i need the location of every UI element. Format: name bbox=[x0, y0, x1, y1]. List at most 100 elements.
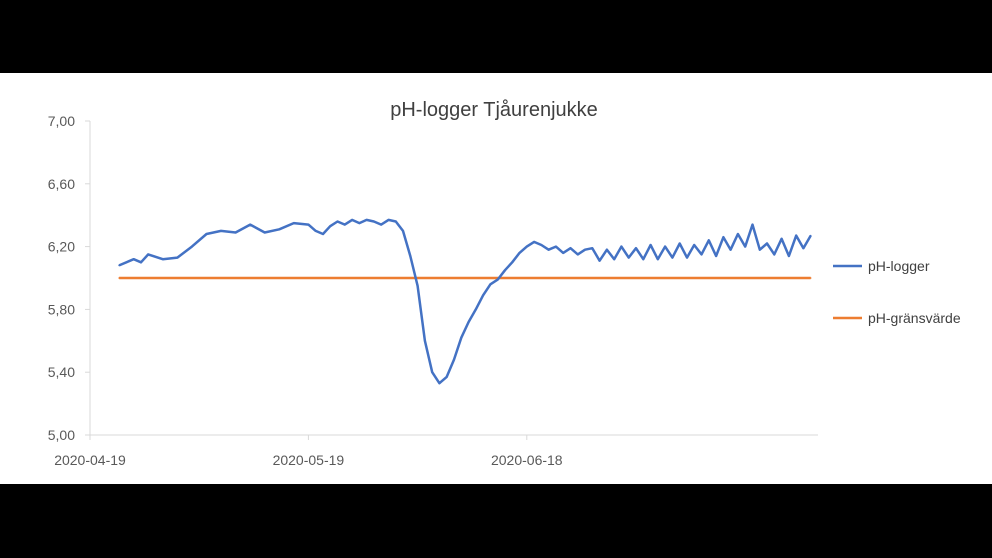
data-point bbox=[482, 294, 484, 297]
data-point bbox=[220, 230, 222, 232]
legend-label-ph-gr-nsv-rde: pH-gränsvärde bbox=[868, 310, 961, 326]
data-point bbox=[504, 269, 506, 271]
data-point bbox=[467, 321, 470, 323]
y-tick-label: 5,40 bbox=[48, 364, 75, 380]
data-point bbox=[409, 255, 412, 257]
data-point bbox=[700, 253, 703, 256]
data-point bbox=[118, 264, 120, 267]
data-point bbox=[751, 223, 754, 226]
data-point bbox=[686, 256, 688, 259]
data-point bbox=[140, 261, 142, 264]
x-tick-label: 2020-06-18 bbox=[491, 452, 563, 468]
data-point bbox=[795, 234, 797, 237]
data-point bbox=[162, 258, 164, 260]
data-point bbox=[620, 245, 623, 248]
data-point bbox=[671, 256, 674, 259]
data-point bbox=[577, 253, 579, 256]
data-point bbox=[555, 245, 557, 248]
data-point bbox=[715, 255, 717, 257]
data-point bbox=[657, 258, 659, 260]
data-point bbox=[329, 225, 332, 227]
data-point bbox=[489, 283, 492, 286]
y-tick-label: 5,00 bbox=[48, 427, 75, 443]
data-point bbox=[438, 382, 441, 385]
data-point bbox=[613, 258, 615, 260]
data-point bbox=[351, 219, 353, 221]
data-point bbox=[314, 230, 317, 232]
chart-frame: pH-logger Tjåurenjukke 5,00 5,40 5,80 6,20 6… bbox=[0, 73, 992, 484]
data-point bbox=[205, 233, 208, 235]
data-point bbox=[387, 219, 390, 221]
data-point bbox=[664, 245, 666, 248]
series-points-ph-logger bbox=[118, 219, 812, 385]
data-point bbox=[424, 340, 426, 342]
legend: pH-logger pH-gränsvärde bbox=[833, 258, 961, 326]
y-tick-label: 6,20 bbox=[48, 239, 75, 255]
data-point bbox=[606, 248, 608, 251]
data-point bbox=[584, 248, 586, 251]
x-tick-label: 2020-05-19 bbox=[273, 452, 345, 468]
data-point bbox=[562, 252, 564, 254]
data-point bbox=[453, 358, 455, 361]
data-point bbox=[380, 223, 383, 226]
data-point bbox=[431, 371, 434, 374]
x-tick-label: 2020-04-19 bbox=[54, 452, 126, 468]
data-point bbox=[780, 238, 783, 240]
data-point bbox=[191, 245, 193, 248]
data-point bbox=[249, 223, 251, 226]
data-point bbox=[649, 244, 652, 246]
data-point bbox=[809, 234, 812, 237]
data-point bbox=[336, 220, 339, 223]
data-point bbox=[759, 248, 761, 251]
data-point bbox=[627, 256, 630, 259]
y-tick-label: 5,80 bbox=[48, 301, 75, 317]
data-point bbox=[234, 231, 237, 234]
data-point bbox=[402, 230, 404, 232]
data-point bbox=[263, 231, 266, 234]
data-point bbox=[460, 336, 463, 339]
data-point bbox=[773, 253, 776, 256]
data-point bbox=[526, 245, 528, 248]
data-point bbox=[278, 228, 281, 231]
data-point bbox=[678, 242, 681, 245]
data-point bbox=[365, 219, 368, 221]
data-point bbox=[744, 245, 746, 248]
plot-area bbox=[118, 218, 812, 385]
legend-label-ph-logger: pH-logger bbox=[868, 258, 930, 274]
data-point bbox=[722, 236, 725, 238]
data-point bbox=[569, 247, 572, 249]
data-point bbox=[147, 253, 149, 256]
line-chart: pH-logger Tjåurenjukke 5,00 5,40 5,80 6,20 6… bbox=[48, 99, 961, 468]
data-point bbox=[132, 258, 135, 260]
axes: 5,00 5,40 5,80 6,20 6,60 7,00 2020-04-19 2020-0… bbox=[48, 113, 818, 468]
data-point bbox=[496, 278, 499, 281]
data-point bbox=[729, 248, 732, 251]
data-point bbox=[802, 247, 805, 249]
chart-title: pH-logger Tjåurenjukke bbox=[390, 99, 598, 121]
data-point bbox=[737, 233, 739, 235]
data-point bbox=[540, 244, 543, 246]
series-points-ph-gr-nsv-rde bbox=[118, 277, 812, 279]
data-point bbox=[598, 259, 601, 262]
y-tick-label: 6,60 bbox=[48, 176, 75, 192]
data-point bbox=[373, 220, 375, 223]
data-point bbox=[642, 258, 645, 260]
data-point bbox=[358, 222, 361, 224]
data-point bbox=[766, 242, 768, 245]
data-point bbox=[395, 220, 397, 223]
data-point bbox=[788, 255, 790, 257]
data-point bbox=[547, 248, 550, 251]
data-point bbox=[176, 256, 179, 259]
data-point bbox=[293, 222, 295, 224]
data-point bbox=[445, 376, 448, 378]
data-point bbox=[708, 239, 710, 242]
data-point bbox=[416, 285, 419, 287]
data-point bbox=[635, 247, 637, 249]
data-point bbox=[693, 244, 695, 246]
data-point bbox=[475, 308, 477, 311]
data-point bbox=[322, 233, 324, 235]
data-point bbox=[344, 223, 346, 226]
data-point bbox=[307, 223, 310, 226]
data-point bbox=[533, 241, 535, 243]
series-line-ph-logger bbox=[118, 218, 812, 385]
